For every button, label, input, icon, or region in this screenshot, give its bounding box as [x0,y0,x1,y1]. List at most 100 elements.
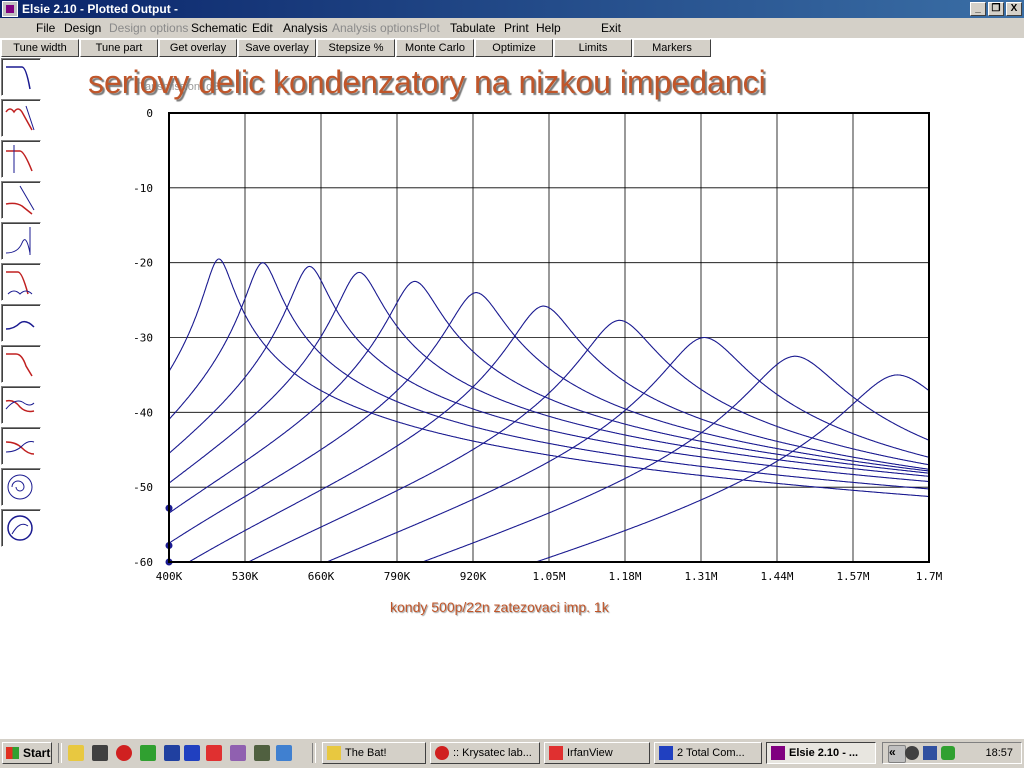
menu-print[interactable]: Print [504,21,529,35]
opera-icon[interactable] [116,745,132,761]
task-irfanview[interactable]: IrfanView [544,742,650,764]
save-overlay-button[interactable]: Save overlay [238,39,316,57]
network-icon[interactable] [905,746,919,760]
task-the-bat[interactable]: The Bat! [322,742,426,764]
title-bar: Elsie 2.10 - Plotted Output - _ ❐ X [0,0,1024,18]
response-curve-6 [168,292,930,544]
close-button[interactable]: X [1006,2,1022,16]
menu-bar: File Design Design options Schematic Edi… [0,18,1024,38]
minimize-button[interactable]: _ [970,2,986,16]
chart-grid [168,112,930,563]
restore-button[interactable]: ❐ [988,2,1004,16]
shield-icon[interactable] [923,746,937,760]
y-tick-label: -40 [133,406,153,419]
response-curve-7 [169,305,930,563]
task-total-commander[interactable]: 2 Total Com... [654,742,762,764]
response-curve-4 [168,271,930,484]
quicklaunch-icon-10[interactable] [276,745,292,761]
get-overlay-button[interactable]: Get overlay [159,39,237,57]
x-tick-label: 1.18M [608,570,641,583]
y-tick-label: -50 [133,481,153,494]
task-krysatec[interactable]: :: Krysatec lab... [430,742,540,764]
menu-design-options: Design options [109,21,189,35]
frequency-response-chart: 400K 530K 660K 790K 920K 1.05M 1.18M 1.31M 1.44M… [133,107,942,583]
delay-curve-icon[interactable] [1,304,41,342]
crossing-curves-icon[interactable] [1,427,41,465]
quicklaunch-icon-2[interactable] [92,745,108,761]
step-response-icon[interactable] [1,386,41,424]
x-tick-label: 1.31M [684,570,717,583]
elsie-task-icon [771,746,785,760]
menu-tabulate[interactable]: Tabulate [450,21,496,35]
quicklaunch-icon-1[interactable] [68,745,84,761]
opera-task-icon [435,746,449,760]
y-tick-label: -30 [133,332,153,345]
response-curve-8 [169,319,930,563]
system-tray: « 18:57 [882,742,1022,764]
floppy-icon[interactable] [184,745,200,761]
menu-plot: Plot [419,21,440,35]
x-tick-label: 920K [460,570,487,583]
group-delay-icon[interactable] [1,345,41,383]
chart-tick-labels: 400K 530K 660K 790K 920K 1.05M 1.18M 1.31M 1.44M… [133,107,942,583]
x-tick-label: 400K [156,570,183,583]
limits-button[interactable]: Limits [554,39,632,57]
y-tick-label: 0 [146,107,153,120]
menu-schematic[interactable]: Schematic [191,21,248,35]
y-tick-label: -10 [133,182,153,195]
total-commander-icon [659,746,673,760]
irfanview-icon [549,746,563,760]
x-tick-label: 1.44M [760,570,793,583]
lowpass-red-icon[interactable] [1,140,41,178]
clock: 18:57 [985,747,1013,759]
response-curve-2 [168,262,929,490]
menu-help[interactable]: Help [536,21,561,35]
irfanview-quick-icon[interactable] [206,745,222,761]
x-tick-label: 1.7M [916,570,943,583]
y-axis-label: Transmission, dB [135,81,220,93]
x-tick-label: 530K [232,570,259,583]
plot-caption: kondy 500p/22n zatezovaci imp. 1k [390,599,609,615]
menu-analysis[interactable]: Analysis [283,21,328,35]
plot-frame [168,112,930,563]
quicklaunch-icon-8[interactable] [230,745,246,761]
windows-logo-icon [6,747,19,759]
start-button[interactable]: Start [2,742,52,764]
start-label: Start [23,746,51,760]
rolloff-red-icon[interactable] [1,181,41,219]
the-bat-icon [327,746,341,760]
tune-width-button[interactable]: Tune width [1,39,79,57]
polar-circle-icon[interactable] [1,509,41,547]
tray-expand-icon[interactable]: « [889,745,896,759]
optimize-button[interactable]: Optimize [475,39,553,57]
taskbar: Start The Bat! :: Krysatec lab... IrfanV… [0,738,1024,768]
quicklaunch-icon-5[interactable] [164,745,180,761]
menu-edit[interactable]: Edit [252,21,273,35]
bandpass-ripple-icon[interactable] [1,99,41,137]
x-tick-label: 790K [384,570,411,583]
task-elsie[interactable]: Elsie 2.10 - ... [766,742,876,764]
x-tick-label: 1.57M [836,570,869,583]
quicklaunch-icon-4[interactable] [140,745,156,761]
tune-part-button[interactable]: Tune part [80,39,158,57]
x-tick-label: 1.05M [532,570,565,583]
monte-carlo-button[interactable]: Monte Carlo [396,39,474,57]
menu-exit[interactable]: Exit [601,21,622,35]
menu-file[interactable]: File [36,21,56,35]
response-curve-3 [168,265,929,483]
window-title: Elsie 2.10 - Plotted Output - [22,2,179,16]
elsie-app-icon[interactable] [2,1,18,17]
smith-spiral-icon[interactable] [1,468,41,506]
stepsize-button[interactable]: Stepsize % [317,39,395,57]
quicklaunch-icon-9[interactable] [254,745,270,761]
markers-button[interactable]: Markers [633,39,711,57]
battery-icon[interactable] [941,746,955,760]
menu-analysis-options: Analysis options [332,21,419,35]
phase-curves-icon[interactable] [1,222,41,260]
tool-bar: Tune width Tune part Get overlay Save ov… [0,38,1024,58]
lowpass-response-icon[interactable] [1,58,41,96]
y-tick-label: -60 [133,556,153,569]
multi-response-icon[interactable] [1,263,41,301]
x-tick-label: 660K [308,570,335,583]
menu-design[interactable]: Design [64,21,102,35]
